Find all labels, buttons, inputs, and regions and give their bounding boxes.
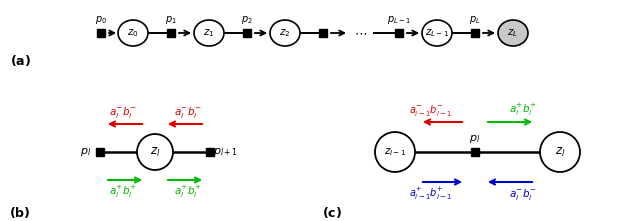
Text: $a_l^{+}b_l^{+}$: $a_l^{+}b_l^{+}$ xyxy=(109,184,136,200)
Text: $p_2$: $p_2$ xyxy=(241,14,253,26)
Text: $z_l$: $z_l$ xyxy=(150,145,160,158)
Text: $\mathbf{(b)}$: $\mathbf{(b)}$ xyxy=(10,206,31,221)
Bar xyxy=(96,148,104,156)
Text: $\cdots$: $\cdots$ xyxy=(355,27,367,40)
Text: $p_1$: $p_1$ xyxy=(165,14,177,26)
Text: $a_l^{-}b_l^{-}$: $a_l^{-}b_l^{-}$ xyxy=(109,105,136,120)
Text: $z_2$: $z_2$ xyxy=(279,27,291,39)
Ellipse shape xyxy=(194,20,224,46)
Bar xyxy=(243,29,251,37)
Circle shape xyxy=(540,132,580,172)
Bar xyxy=(319,29,327,37)
Text: $p_{l+1}$: $p_{l+1}$ xyxy=(214,146,239,158)
Circle shape xyxy=(137,134,173,170)
Text: $\mathbf{(a)}$: $\mathbf{(a)}$ xyxy=(10,53,31,67)
Text: $z_0$: $z_0$ xyxy=(127,27,139,39)
Text: $p_0$: $p_0$ xyxy=(95,14,107,26)
Text: $a_l^{-}b_l^{-}$: $a_l^{-}b_l^{-}$ xyxy=(509,187,536,202)
Text: $a_{l-1}^{+}b_{l-1}^{+}$: $a_{l-1}^{+}b_{l-1}^{+}$ xyxy=(408,186,451,202)
Text: $a_l^{-}b_l^{-}$: $a_l^{-}b_l^{-}$ xyxy=(173,105,202,120)
Bar xyxy=(395,29,403,37)
Text: $p_l$: $p_l$ xyxy=(469,133,481,145)
Bar xyxy=(97,29,105,37)
Ellipse shape xyxy=(118,20,148,46)
Text: $a_l^{+}b_l^{+}$: $a_l^{+}b_l^{+}$ xyxy=(509,102,536,118)
Text: $z_{l-1}$: $z_{l-1}$ xyxy=(384,146,406,158)
Bar xyxy=(206,148,214,156)
Text: $p_{L-1}$: $p_{L-1}$ xyxy=(387,14,411,26)
Text: $p_L$: $p_L$ xyxy=(469,14,481,26)
Text: $p_l$: $p_l$ xyxy=(81,146,92,158)
Text: $\mathbf{(c)}$: $\mathbf{(c)}$ xyxy=(322,206,342,221)
Ellipse shape xyxy=(270,20,300,46)
Bar xyxy=(167,29,175,37)
Text: $z_L$: $z_L$ xyxy=(508,27,518,39)
Circle shape xyxy=(375,132,415,172)
Text: $a_l^{+}b_l^{+}$: $a_l^{+}b_l^{+}$ xyxy=(173,184,202,200)
Text: $z_1$: $z_1$ xyxy=(204,27,215,39)
Text: $z_{L-1}$: $z_{L-1}$ xyxy=(425,27,449,39)
Bar xyxy=(471,148,479,156)
Text: $a_{l-1}^{-}b_{l-1}^{-}$: $a_{l-1}^{-}b_{l-1}^{-}$ xyxy=(408,103,451,118)
Ellipse shape xyxy=(498,20,528,46)
Bar xyxy=(471,29,479,37)
Ellipse shape xyxy=(422,20,452,46)
Text: $z_l$: $z_l$ xyxy=(555,145,565,158)
